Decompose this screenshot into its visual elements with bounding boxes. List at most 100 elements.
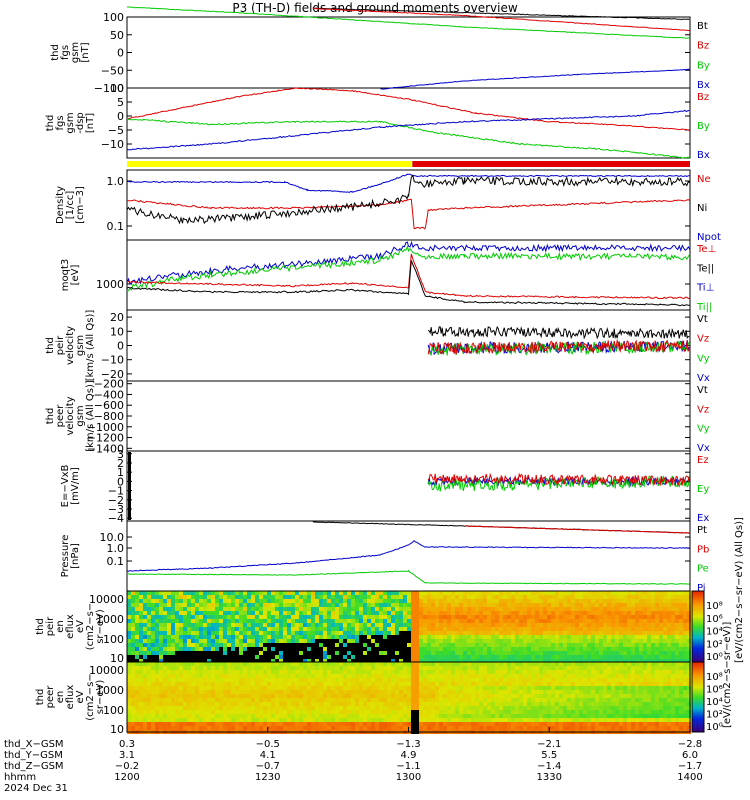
panel-1-ytick-label: 50 xyxy=(110,29,124,42)
panel-3-ytick-label: 1.0 xyxy=(107,175,125,188)
panel-ylabel-line: en xyxy=(55,620,66,633)
panel-1-ytick-label: 100 xyxy=(103,11,124,24)
panel-8-frame xyxy=(126,520,691,592)
panel-2-ytick-label: −5 xyxy=(108,124,124,137)
panel-ylabel-line: thd xyxy=(50,44,61,61)
legend-ez: Ez xyxy=(697,455,709,466)
panel-6-ylabel: thd peer velocity gsm [km/s (All Qs)] xyxy=(45,380,96,452)
panel-ylabel-line: peer xyxy=(55,404,66,428)
vt-ion-line xyxy=(427,326,690,340)
legend-te⊥: Te⊥ xyxy=(696,244,716,255)
panel-7-ytick-label: 0 xyxy=(117,475,124,488)
panel-9-ytick-label: 10000 xyxy=(89,593,124,606)
footer-label: thd_Y−GSM xyxy=(4,750,63,761)
footer-value: 6.0 xyxy=(682,750,698,761)
legend-ni: Ni xyxy=(697,203,707,214)
pi-line xyxy=(126,540,690,572)
panel-3-ytick-label: 0.1 xyxy=(107,220,125,233)
panel-7-ylabel: E=−VxB [mV/m] xyxy=(60,465,81,508)
legend-vz: Vz xyxy=(697,404,709,415)
footer-value: −1.1 xyxy=(396,761,420,772)
panel-2-ytick-label: 5 xyxy=(117,96,124,109)
panel-6-ytick-label: −1400 xyxy=(87,442,124,455)
panel-4-ylabel: moqt3 [eV] xyxy=(60,259,81,292)
footer-value: −2.1 xyxy=(537,739,561,750)
panel-6-ytick-label: −200 xyxy=(94,378,124,391)
panel-ylabel-line: peir xyxy=(45,616,56,636)
panel-ylabel-line: [eV] xyxy=(70,265,81,286)
footer-value: −0.2 xyxy=(115,761,139,772)
panel-ylabel-line: velocity xyxy=(65,396,76,435)
legend-pi: Pi xyxy=(697,583,706,594)
ti-par-line xyxy=(126,245,691,292)
panel-7-ytick-label: −2 xyxy=(108,494,124,507)
ion-colorbar-tick: 10⁰ xyxy=(706,652,723,663)
pb-line xyxy=(464,525,690,534)
ez-line xyxy=(427,472,690,487)
ni-line xyxy=(126,174,691,225)
legend-vt: Vt xyxy=(697,385,708,396)
panel-ylabel-line: [km/s (All Qs)] xyxy=(85,380,96,452)
npot-line xyxy=(126,173,690,194)
panel-1-ytick-label: −50 xyxy=(101,64,124,77)
ion-colorbar xyxy=(692,591,704,662)
electron-colorbar-tick: 10⁴ xyxy=(706,697,723,708)
panel-10-ytick-label: 100 xyxy=(103,704,124,717)
panel-ylabel-line: [mV/m] xyxy=(70,467,81,505)
panel-6-ytick-label: −600 xyxy=(94,399,124,412)
footer-label: 2024 Dec 31 xyxy=(4,783,68,794)
panel-7-ytick-label: −1 xyxy=(108,485,124,498)
panel-6-ytick-label: −800 xyxy=(94,410,124,423)
panel-6-frame xyxy=(126,380,691,452)
panel-9-ylabel: thd peir en eflux eV (cm2−s− sr−eV) xyxy=(35,603,106,650)
bx-detail-line xyxy=(127,109,690,151)
legend-ey: Ey xyxy=(697,484,709,495)
footer-label: hhmm xyxy=(4,772,36,783)
panel-ylabel-line: gsm xyxy=(70,42,81,63)
legend-vz: Vz xyxy=(697,334,709,345)
panel-1-ytick-label: 0 xyxy=(117,47,124,60)
footer-value: −2.8 xyxy=(678,739,702,750)
panel-5-ytick-label: 0 xyxy=(117,340,124,353)
panel-8-ytick-label: 1.0 xyxy=(107,542,125,555)
vz-ion-line xyxy=(427,338,690,355)
panel-3-ylabel: Density [1/cc] [cm−3] xyxy=(55,186,86,224)
footer-value: 4.1 xyxy=(260,750,276,761)
panel-2-ytick-label: 10 xyxy=(110,82,124,95)
bz-detail-line xyxy=(126,87,690,131)
panel-ylabel-line: gsm xyxy=(75,335,86,356)
panel-7-ytick-label: 3 xyxy=(117,448,124,461)
pe-line xyxy=(127,569,690,585)
panel-8-ylabel: Pressure [nPa] xyxy=(60,535,81,578)
footer-value: 1300 xyxy=(396,772,421,783)
panel-ylabel-line: eV xyxy=(75,690,86,703)
panel-ylabel-line: [km/s (All Qs)] xyxy=(85,310,96,382)
panel-9-ytick-label: 1000 xyxy=(96,613,124,626)
ti-perp-line xyxy=(126,240,691,285)
panel-ylabel-line: eV xyxy=(75,620,86,633)
electron-colorbar-tick: 10² xyxy=(706,710,723,721)
status-bar-red xyxy=(412,161,690,167)
panel-3-frame xyxy=(126,169,691,241)
panel-ylabel-line: velocity xyxy=(65,326,76,365)
panel-7-ytick-label: 1 xyxy=(117,466,124,479)
legend-vy: Vy xyxy=(697,353,710,364)
legend-te||: Te|| xyxy=(696,263,714,274)
legend-bt: Bt xyxy=(697,21,708,32)
legend-pt: Pt xyxy=(697,525,707,536)
panel-6-ytick-label: −400 xyxy=(94,388,124,401)
legend-pb: Pb xyxy=(697,544,709,555)
panel-5-ylabel: thd peir velocity gsm [km/s (All Qs)] xyxy=(45,310,96,382)
legend-bz: Bz xyxy=(697,41,709,52)
footer-value: −0.5 xyxy=(256,739,280,750)
footer-value: −1.4 xyxy=(537,761,561,772)
bt-line xyxy=(312,7,690,21)
panel-ylabel-line: fgs xyxy=(55,115,66,130)
electron-colorbar-frame xyxy=(691,661,705,733)
panel-ylabel-line: thd xyxy=(35,689,46,706)
electron-colorbar-tick: 10⁰ xyxy=(706,722,723,733)
legend-npot: Npot xyxy=(697,232,721,243)
bz-line xyxy=(312,7,690,31)
panel-ylabel-line: eflux xyxy=(65,614,76,639)
